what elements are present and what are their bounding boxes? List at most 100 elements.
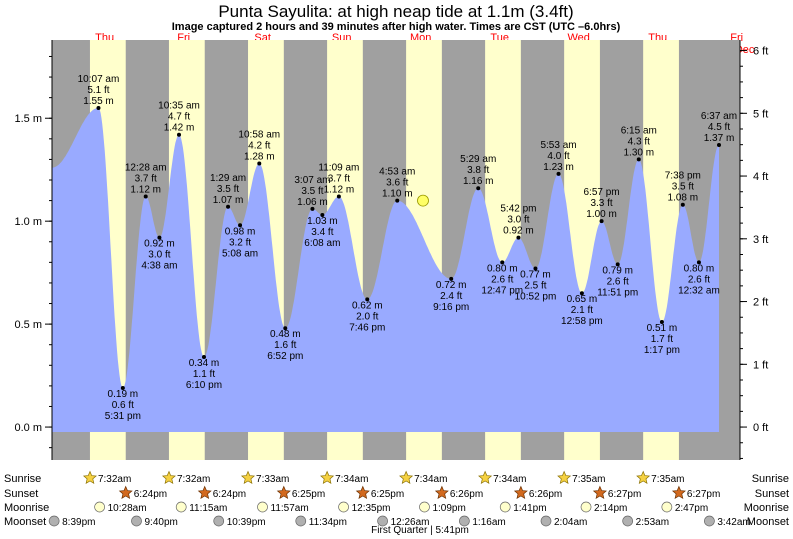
tide-label-ft: 0.6 ft xyxy=(112,400,134,411)
tide-point-low xyxy=(201,355,206,360)
moonset-icon xyxy=(622,515,634,527)
tide-point-high xyxy=(556,171,561,176)
sunset-time: 6:27pm xyxy=(608,489,641,500)
moonrise-icon xyxy=(419,501,430,513)
moonset-time: 3:42am xyxy=(717,517,750,528)
moonrise-time: 1:41pm xyxy=(513,503,546,514)
moonset-time: 2:53am xyxy=(636,517,669,528)
sunset-star-icon xyxy=(671,485,686,500)
sunset-time: 6:27pm xyxy=(687,489,720,500)
tide-label-time: 11:09 am xyxy=(318,162,359,173)
moonrise-icon xyxy=(580,501,592,513)
moonset-row-label-right: Moonset xyxy=(747,516,789,528)
sunrise-star-icon xyxy=(82,470,97,485)
moonset-icon xyxy=(704,515,715,527)
tide-label-m-label: 1.12 m xyxy=(130,184,161,195)
tide-label-ft: 3.5 ft xyxy=(301,186,323,197)
sunset-time: 6:25pm xyxy=(371,489,404,500)
moonset-row-label-left: Moonset xyxy=(4,516,46,528)
tide-label-ft: 4.2 ft xyxy=(248,141,270,152)
sunset-time: 6:26pm xyxy=(529,489,562,500)
tide-label-time: 5:53 am xyxy=(540,140,576,151)
tide-label-ft: 3.5 ft xyxy=(672,182,694,193)
tide-label-m-label: 0.79 m xyxy=(602,265,633,276)
tide-label-m-label: 1.07 m xyxy=(213,195,244,206)
tide-point-high xyxy=(143,194,148,199)
tide-label-ft: 2.0 ft xyxy=(356,311,378,322)
tide-point-high xyxy=(680,202,685,207)
sunrise-row-label-left: Sunrise xyxy=(4,473,41,485)
tide-point-high xyxy=(599,219,604,224)
tide-label-m-label: 1.23 m xyxy=(543,162,574,173)
moonset-time: 12:26am xyxy=(391,517,430,528)
tide-label-ft: 2.6 ft xyxy=(688,274,710,285)
sunrise-star-icon xyxy=(240,470,256,485)
tide-label-ft: 3.5 ft xyxy=(217,184,239,195)
tide-label-ft: 5.1 ft xyxy=(87,85,109,96)
sunset-time: 6:24pm xyxy=(213,489,246,500)
sunset-star-icon xyxy=(513,485,528,500)
sunrise-star-icon xyxy=(161,470,176,485)
right-tick-label: 2 ft xyxy=(753,297,768,309)
tide-point-low xyxy=(157,235,162,240)
tide-point-low xyxy=(615,262,620,267)
sunset-row-label-left: Sunset xyxy=(4,488,38,500)
tide-label-time: 10:58 am xyxy=(238,130,280,141)
sunrise-row-label-right: Sunrise xyxy=(752,473,789,485)
sunrise-star-icon xyxy=(636,470,651,485)
tide-point-high xyxy=(310,206,315,211)
tide-point-high xyxy=(257,161,262,166)
tide-point-low xyxy=(533,266,538,271)
tide-label-time: 7:46 pm xyxy=(349,322,385,333)
tide-label-time: 12:28 am xyxy=(125,162,167,173)
tide-point-high xyxy=(636,157,641,162)
tide-label-m-label: 0.62 m xyxy=(352,300,383,311)
moonrise-icon xyxy=(257,501,268,513)
tide-label-time: 12:47 pm xyxy=(481,285,523,296)
tide-label-m-label: 1.12 m xyxy=(324,184,355,195)
tide-label-time: 11:51 pm xyxy=(597,287,638,298)
tide-label-ft: 1.1 ft xyxy=(193,369,215,380)
tide-label-m-label: 0.80 m xyxy=(684,263,715,274)
tide-label-m-label: 1.00 m xyxy=(586,209,617,220)
tide-label-time: 6:10 pm xyxy=(186,380,222,391)
sunrise-star-icon xyxy=(320,470,335,485)
tide-point-low xyxy=(696,260,701,265)
tide-label-time: 6:37 am xyxy=(701,111,737,122)
sunrise-time: 7:34am xyxy=(335,474,368,485)
tide-label-m-label: 0.34 m xyxy=(189,358,220,369)
tide-label-time: 12:32 am xyxy=(678,285,720,296)
moonrise-time: 2:14pm xyxy=(594,503,627,514)
tide-label-time: 3:07 am xyxy=(294,175,330,186)
chart-subtitle: Image captured 2 hours and 39 minutes af… xyxy=(172,21,621,33)
tide-label-time: 9:16 pm xyxy=(433,302,469,313)
moonset-icon xyxy=(459,515,470,527)
tide-label-time: 5:31 pm xyxy=(105,411,141,422)
tide-label-ft: 3.7 ft xyxy=(328,173,350,184)
tide-label-m-label: 0.80 m xyxy=(487,263,518,274)
tide-extreme-points xyxy=(96,105,721,390)
tide-point-low xyxy=(365,297,370,302)
tide-label-m-label: 1.37 m xyxy=(704,133,735,144)
moonrise-icon xyxy=(94,501,105,513)
tide-label-ft: 4.7 ft xyxy=(168,112,190,123)
moonset-time: 8:39pm xyxy=(62,517,95,528)
tide-label-m-label: 1.55 m xyxy=(83,96,114,107)
sunrise-star-icon xyxy=(557,470,572,485)
sunset-row-label-right: Sunset xyxy=(755,488,789,500)
tide-label-ft: 2.6 ft xyxy=(607,276,629,287)
tide-point-low xyxy=(283,326,288,331)
left-tick-label: 1.0 m xyxy=(14,216,42,228)
moonrise-row-label-right: Moonrise xyxy=(744,502,789,514)
moonset-icon xyxy=(377,515,388,527)
moonset-icon xyxy=(131,515,142,527)
tide-label-ft: 3.0 ft xyxy=(507,215,529,226)
tide-label-m-label: 1.42 m xyxy=(164,123,195,134)
left-tick-label: 1.5 m xyxy=(14,113,42,125)
tide-point-low xyxy=(579,291,584,296)
right-tick-label: 5 ft xyxy=(753,108,768,120)
tide-label-ft: 1.6 ft xyxy=(274,340,296,351)
moonrise-time: 11:57am xyxy=(271,503,309,514)
sunrise-time: 7:33am xyxy=(256,474,289,485)
